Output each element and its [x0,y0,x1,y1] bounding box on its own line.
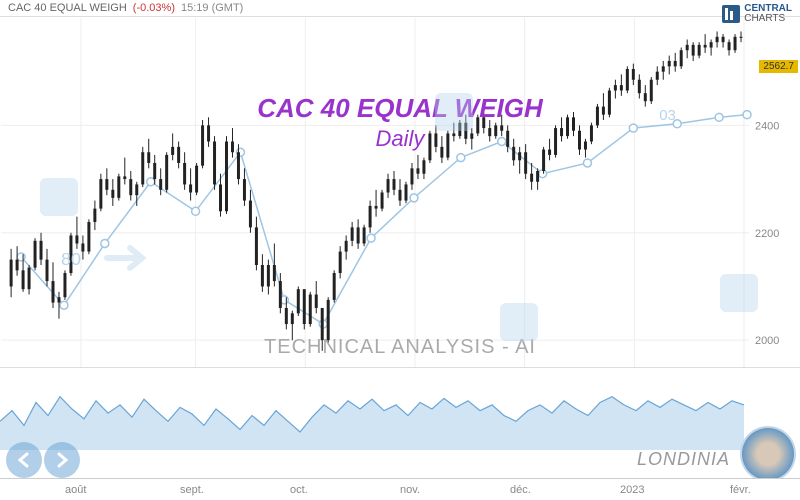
footer-brand: LONDINIA [637,449,730,470]
x-tick-label: nov. [400,484,420,496]
oscillator-chart-svg [0,368,750,450]
chart-header: CAC 40 EQUAL WEIGH (-0.03%) 15:19 (GMT) [0,0,800,17]
nav-next-button[interactable] [44,442,80,478]
nav-controls [6,442,80,478]
svg-text:03: 03 [659,107,676,124]
x-tick-label: août [65,484,86,496]
main-chart[interactable]: 2000220024008003 CAC 40 EQUAL WEIGH Dail… [0,18,800,368]
symbol-name: CAC 40 EQUAL WEIGH [8,2,127,14]
assistant-avatar[interactable] [740,426,796,482]
svg-text:80: 80 [61,249,81,269]
x-tick-label: févr. [730,484,751,496]
x-axis: août sept. oct. nov. déc. 2023 févr. [0,478,800,500]
watermark-icon [720,274,758,312]
current-price-badge: 2562.7 [759,60,798,73]
timestamp: 15:19 (GMT) [181,2,243,14]
x-tick-label: 2023 [620,484,644,496]
watermark-icon [40,178,78,216]
watermark-arrow-icon [100,238,154,278]
price-change: (-0.03%) [133,2,175,14]
x-tick-label: oct. [290,484,308,496]
nav-prev-button[interactable] [6,442,42,478]
x-tick-label: déc. [510,484,531,496]
watermark-icon [500,303,538,341]
svg-text:2200: 2200 [755,228,779,240]
candlestick-chart-svg: 2000 2200 2400 80 03 [0,18,800,367]
chevron-right-icon [52,450,72,470]
svg-text:2000: 2000 [755,335,779,347]
indicator-panel[interactable] [0,368,750,450]
svg-text:2400: 2400 [755,120,779,132]
chevron-left-icon [14,450,34,470]
watermark-icon [435,93,473,131]
tech-analysis-label: TECHNICAL ANALYSIS - AI [264,336,536,359]
x-tick-label: sept. [180,484,204,496]
